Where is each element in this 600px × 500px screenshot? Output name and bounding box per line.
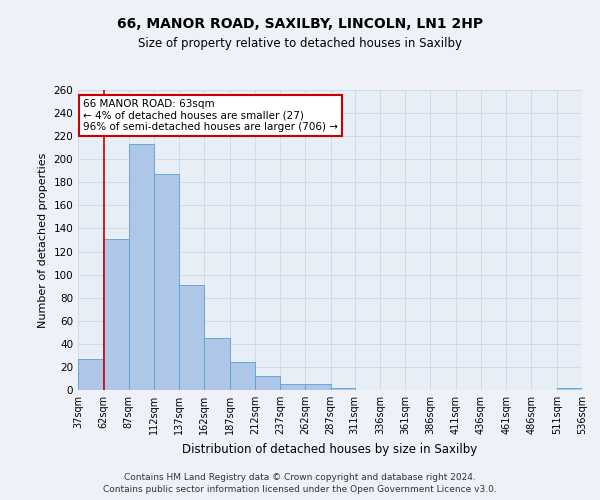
Text: Contains HM Land Registry data © Crown copyright and database right 2024.: Contains HM Land Registry data © Crown c…	[124, 474, 476, 482]
Bar	[78, 359, 103, 390]
Bar	[128, 144, 154, 390]
Bar	[179, 285, 204, 390]
Bar	[204, 338, 230, 390]
Text: 66, MANOR ROAD, SAXILBY, LINCOLN, LN1 2HP: 66, MANOR ROAD, SAXILBY, LINCOLN, LN1 2H…	[117, 18, 483, 32]
Bar	[557, 388, 582, 390]
Text: Contains public sector information licensed under the Open Government Licence v3: Contains public sector information licen…	[103, 485, 497, 494]
Text: Size of property relative to detached houses in Saxilby: Size of property relative to detached ho…	[138, 38, 462, 51]
Text: 66 MANOR ROAD: 63sqm
← 4% of detached houses are smaller (27)
96% of semi-detach: 66 MANOR ROAD: 63sqm ← 4% of detached ho…	[83, 99, 338, 132]
Bar	[103, 239, 128, 390]
Bar	[255, 376, 280, 390]
Bar	[280, 384, 305, 390]
Bar	[331, 388, 355, 390]
Bar	[230, 362, 255, 390]
Bar	[305, 384, 331, 390]
X-axis label: Distribution of detached houses by size in Saxilby: Distribution of detached houses by size …	[182, 442, 478, 456]
Y-axis label: Number of detached properties: Number of detached properties	[38, 152, 48, 328]
Bar	[154, 174, 179, 390]
